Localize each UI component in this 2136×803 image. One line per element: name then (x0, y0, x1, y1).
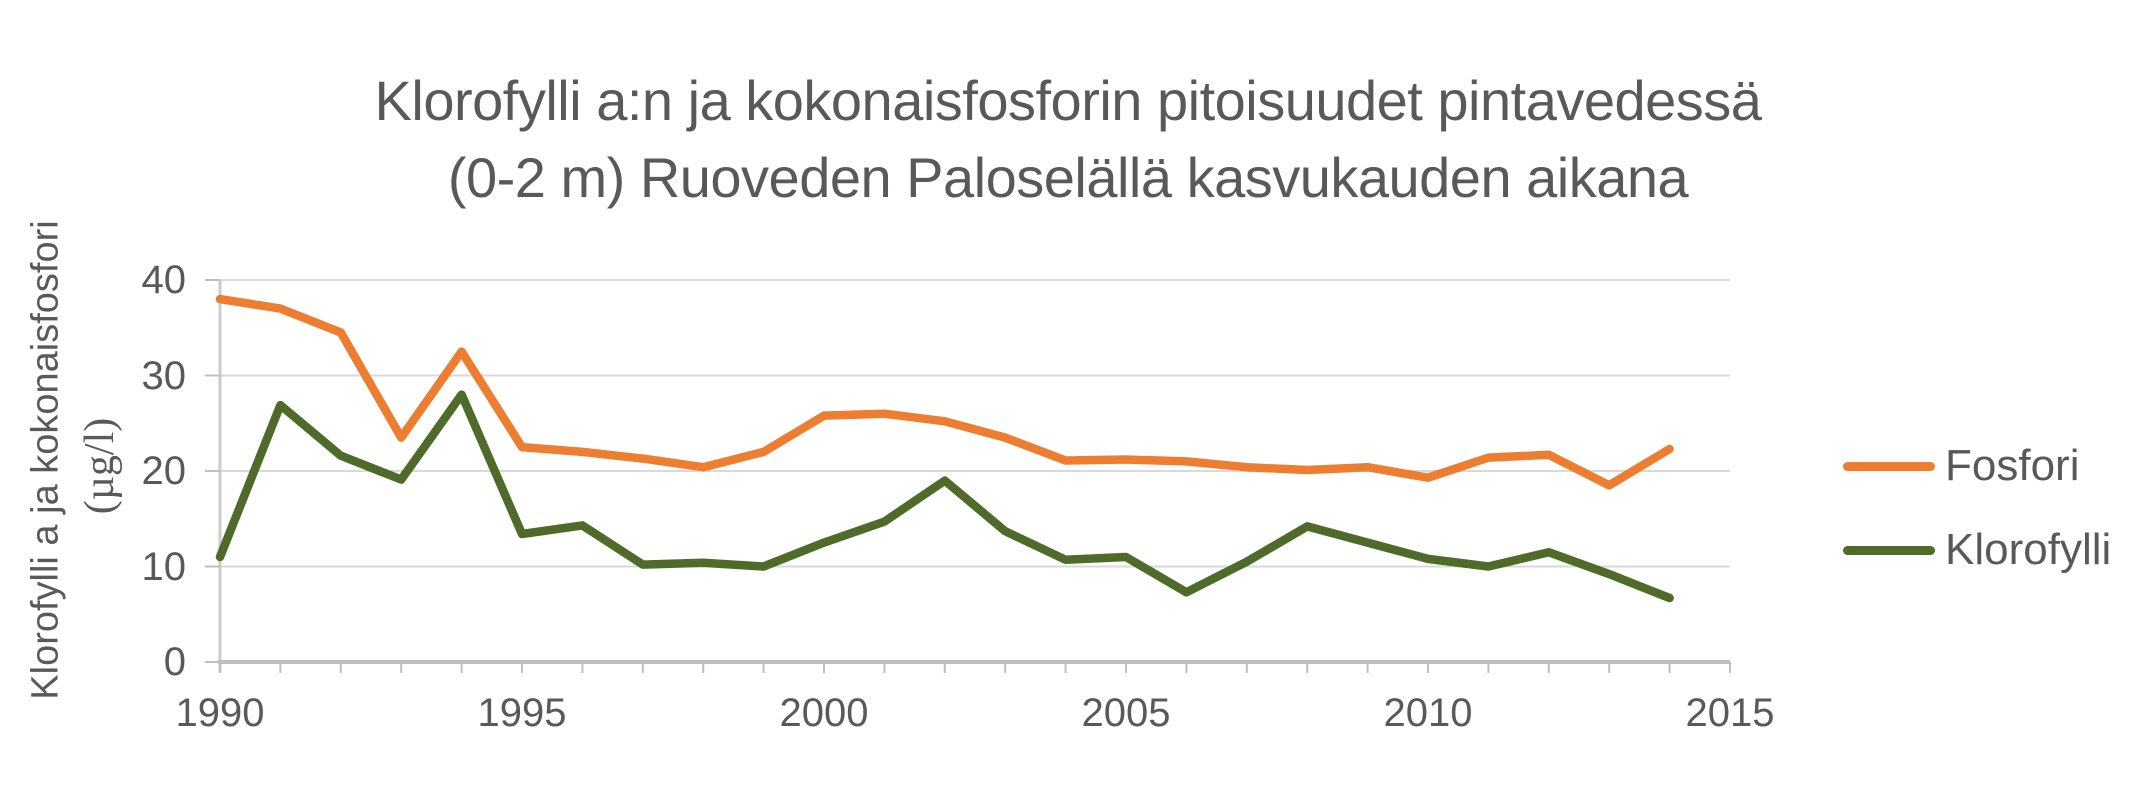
chart-title-line1: Klorofylli a:n ja kokonaisfosforin pitoi… (374, 69, 1762, 132)
y-tick-label-30: 30 (141, 353, 187, 398)
y-tick-label-0: 0 (163, 640, 186, 684)
chart-title-line2: (0-2 m) Ruoveden Paloselällä kasvukauden… (447, 146, 1689, 209)
klorofylli-line-swatch (1843, 545, 1935, 555)
legend-label-fosfori: Fosfori (1945, 441, 2080, 490)
fosfori-line-swatch (1843, 461, 1935, 471)
x-tick-label-1990: 1990 (175, 691, 265, 735)
y-tick-label-20: 20 (141, 449, 187, 493)
legend-item-klorofylli: Klorofylli (1843, 525, 2111, 575)
y-tick-label-10: 10 (141, 544, 187, 589)
x-tick-label-1995: 1995 (477, 691, 567, 735)
klorofylli-series-line (215, 390, 1674, 603)
chart-title: Klorofylli a:n ja kokonaisfosforin pitoi… (0, 62, 2136, 216)
x-tick-label-2005: 2005 (1081, 691, 1171, 735)
x-tick-label-2010: 2010 (1383, 691, 1473, 735)
y-tick-label-40: 40 (141, 258, 187, 302)
legend-item-fosfori: Fosfori (1843, 441, 2079, 491)
x-tick-label-2015: 2015 (1685, 691, 1775, 735)
x-tick-label-2000: 2000 (779, 691, 869, 735)
legend-label-klorofylli: Klorofylli (1945, 525, 2112, 574)
fosfori-series-line (215, 294, 1674, 490)
